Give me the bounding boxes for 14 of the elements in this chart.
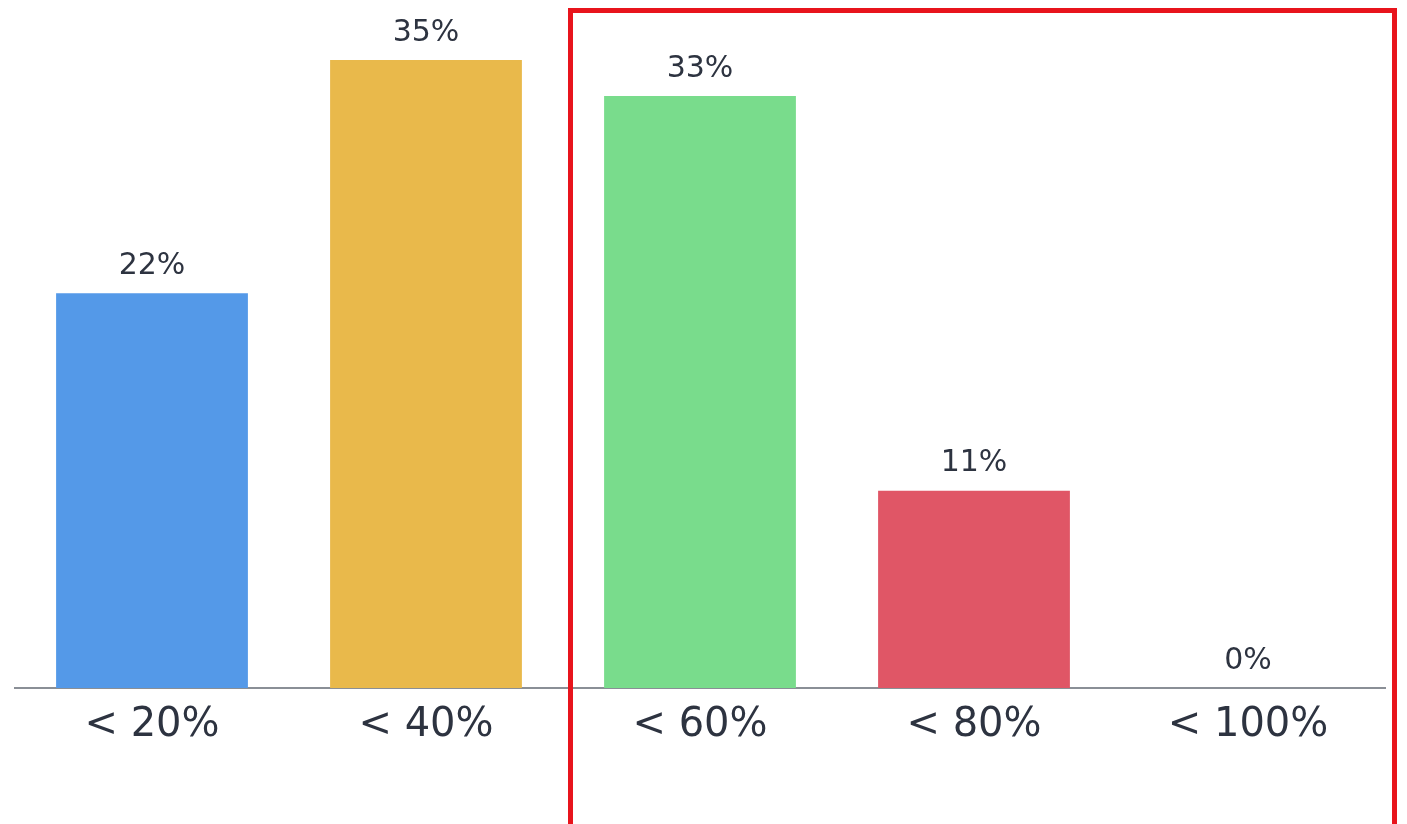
x-tick-label: < 40% (358, 699, 494, 746)
data-label: 35% (392, 12, 460, 48)
data-label: 0% (1224, 640, 1272, 676)
bar (330, 60, 522, 688)
x-tick-label: < 80% (906, 699, 1042, 746)
bar (56, 293, 248, 688)
x-tick-label: < 20% (84, 699, 220, 746)
x-tick-label: < 60% (632, 699, 768, 746)
data-label: 11% (940, 443, 1008, 479)
data-label: 22% (118, 246, 186, 282)
x-tick-label: < 100% (1167, 699, 1329, 746)
bar (604, 95, 796, 688)
bar (878, 490, 1070, 688)
data-label: 33% (666, 48, 734, 84)
